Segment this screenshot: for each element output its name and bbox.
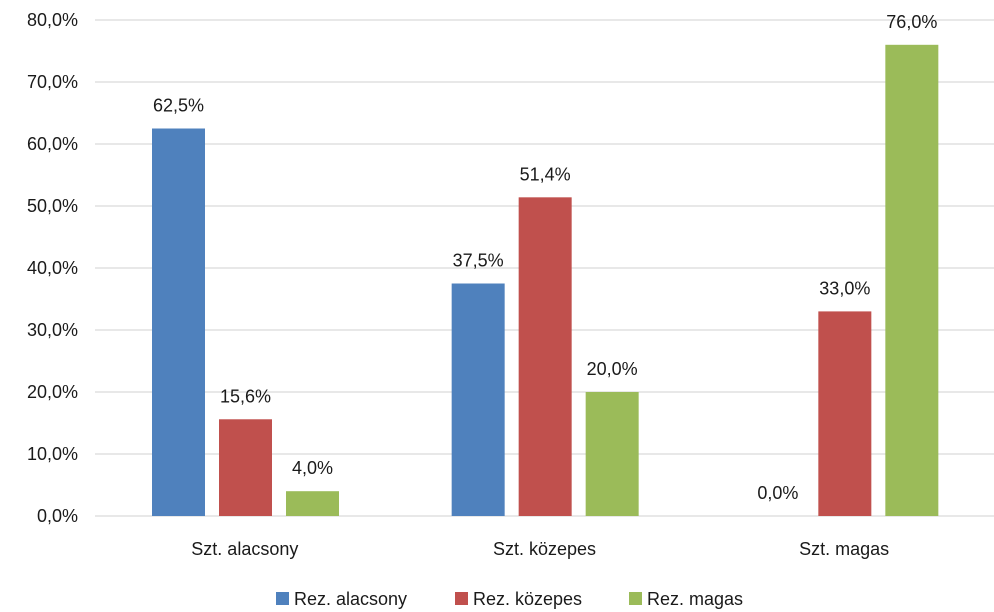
x-category-label: Szt. közepes bbox=[493, 539, 596, 559]
data-label: 4,0% bbox=[292, 458, 333, 478]
y-tick-label: 50,0% bbox=[27, 196, 78, 216]
bar-rez-alacsony-1 bbox=[451, 283, 505, 516]
legend-label: Rez. alacsony bbox=[294, 589, 407, 609]
data-label: 15,6% bbox=[220, 386, 271, 406]
y-tick-label: 80,0% bbox=[27, 10, 78, 30]
legend-swatch bbox=[629, 592, 642, 605]
legend: Rez. alacsony Rez. közepes Rez. magas bbox=[276, 589, 743, 609]
y-tick-label: 60,0% bbox=[27, 134, 78, 154]
x-category-label: Szt. magas bbox=[799, 539, 889, 559]
data-label: 0,0% bbox=[757, 483, 798, 503]
y-tick-label: 10,0% bbox=[27, 444, 78, 464]
legend-swatch bbox=[455, 592, 468, 605]
data-label: 62,5% bbox=[153, 96, 204, 116]
bar-rez-magas-2 bbox=[885, 44, 939, 517]
data-label: 20,0% bbox=[587, 359, 638, 379]
x-category-label: Szt. alacsony bbox=[191, 539, 298, 559]
legend-swatch bbox=[276, 592, 289, 605]
data-label: 51,4% bbox=[520, 164, 571, 184]
data-label: 76,0% bbox=[886, 12, 937, 32]
data-label: 37,5% bbox=[453, 251, 504, 271]
data-labels: 62,5% 37,5% 0,0% 15,6% 51,4% 33,0% 4,0% 20,0% 76… bbox=[153, 12, 937, 503]
legend-label: Rez. közepes bbox=[473, 589, 582, 609]
legend-label: Rez. magas bbox=[647, 589, 743, 609]
bar-rez-k-zepes-0 bbox=[219, 419, 272, 516]
x-axis: Szt. alacsony Szt. közepes Szt. magas bbox=[191, 539, 889, 559]
y-tick-label: 0,0% bbox=[37, 506, 78, 526]
bar-rez-magas-0 bbox=[286, 491, 339, 516]
bar-rez-magas-1 bbox=[585, 392, 639, 516]
bars bbox=[152, 44, 939, 517]
y-tick-label: 30,0% bbox=[27, 320, 78, 340]
bar-rez-alacsony-0 bbox=[152, 128, 205, 516]
y-axis: 0,0% 10,0% 20,0% 30,0% 40,0% 50,0% 60,0% 70,0% 8… bbox=[27, 10, 78, 526]
y-tick-label: 40,0% bbox=[27, 258, 78, 278]
y-tick-label: 70,0% bbox=[27, 72, 78, 92]
bar-rez-k-zepes-2 bbox=[818, 311, 872, 516]
data-label: 33,0% bbox=[819, 278, 870, 298]
bar-rez-k-zepes-1 bbox=[518, 197, 572, 516]
y-tick-label: 20,0% bbox=[27, 382, 78, 402]
